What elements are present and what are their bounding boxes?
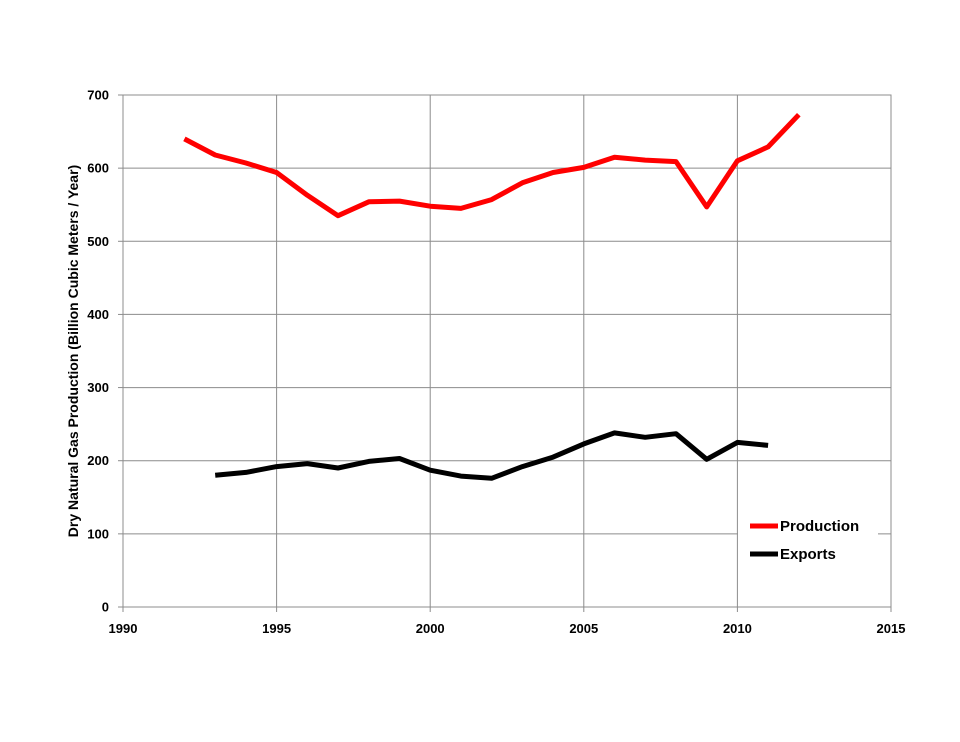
y-tick-label: 500 xyxy=(87,234,109,249)
x-tick-label: 2000 xyxy=(416,621,445,636)
y-tick-label: 400 xyxy=(87,307,109,322)
x-tick-label: 2015 xyxy=(877,621,906,636)
series-line-exports xyxy=(214,430,769,481)
y-axis-label: Dry Natural Gas Production (Billion Cubi… xyxy=(65,165,81,537)
legend-label-production: Production xyxy=(780,518,859,535)
x-tick-label: 1990 xyxy=(109,621,138,636)
y-tick-label: 300 xyxy=(87,380,109,395)
legend-label-exports: Exports xyxy=(780,546,836,563)
y-tick-label: 700 xyxy=(87,88,109,103)
y-tick-label: 200 xyxy=(87,453,109,468)
y-tick-label: 100 xyxy=(87,526,109,541)
x-tick-label: 1995 xyxy=(262,621,291,636)
series-line-production xyxy=(183,112,801,219)
legend: Production Exports xyxy=(738,508,878,568)
axes xyxy=(118,94,892,612)
x-tick-label: 2005 xyxy=(569,621,598,636)
y-tick-label: 600 xyxy=(87,161,109,176)
y-tick-label: 0 xyxy=(102,600,109,615)
tick-labels: 0 100 200 300 400 500 600 700 1990 1995 2000 2005 20… xyxy=(87,88,905,637)
legend-box xyxy=(738,508,878,568)
x-tick-label: 2010 xyxy=(723,621,752,636)
series-lines xyxy=(183,112,801,481)
